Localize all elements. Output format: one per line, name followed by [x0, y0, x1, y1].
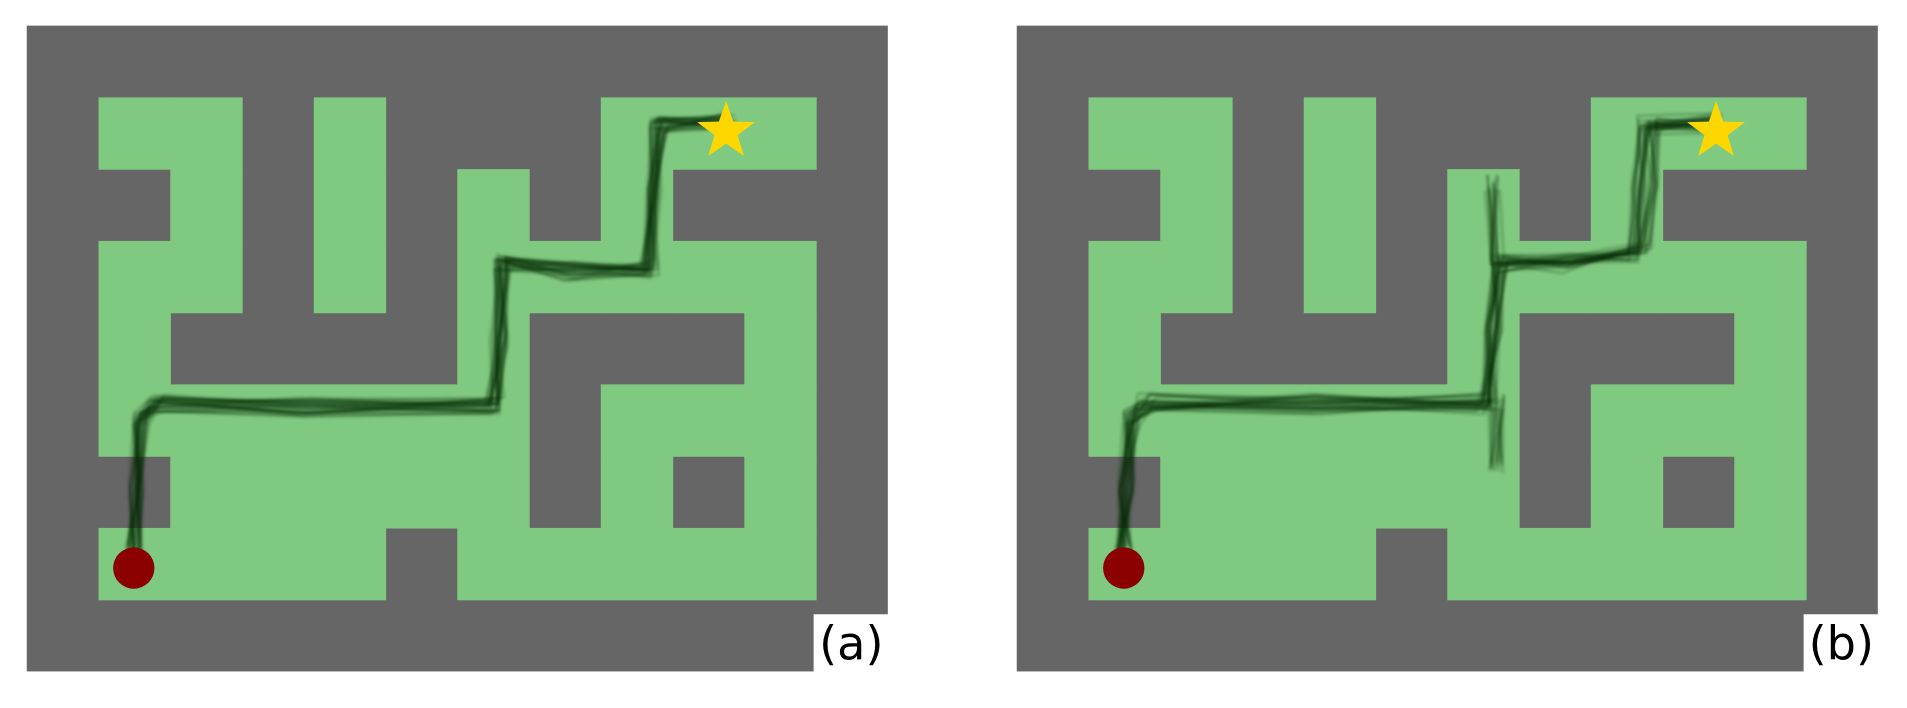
maze-floor	[529, 527, 602, 601]
trajectory	[1498, 406, 1504, 466]
maze-floor	[744, 527, 817, 601]
maze-floor	[242, 384, 315, 457]
maze-floor	[313, 527, 387, 601]
maze-floor	[1734, 384, 1807, 457]
maze-floor	[1662, 240, 1735, 314]
maze-floor	[744, 456, 817, 529]
maze-floor	[744, 384, 817, 457]
maze-floor	[313, 240, 387, 314]
maze-floor	[1160, 527, 1233, 601]
maze-floor	[1303, 240, 1377, 314]
goal-star	[697, 101, 756, 157]
maze-floor	[242, 456, 315, 529]
maze-floor	[1447, 527, 1520, 601]
trajectory	[1115, 116, 1719, 558]
maze-floor	[1734, 240, 1807, 314]
maze-floor	[1734, 312, 1807, 386]
trajectory	[1118, 121, 1714, 552]
maze-floor	[98, 97, 171, 170]
maze-floor	[170, 240, 243, 314]
maze-floor	[1160, 456, 1233, 529]
maze-floor	[1088, 240, 1161, 314]
maze-floor	[600, 527, 674, 601]
maze-floor	[1734, 527, 1807, 601]
maze-panel: (a)	[26, 25, 890, 673]
maze-floor	[1734, 456, 1807, 529]
maze-floor	[170, 97, 243, 170]
maze-floor	[744, 97, 817, 170]
maze-floor	[1662, 384, 1735, 457]
maze-floor	[170, 169, 243, 242]
maze-floor	[1519, 527, 1592, 601]
start-marker	[1103, 547, 1145, 589]
maze-floor	[457, 456, 530, 529]
maze-floor	[170, 527, 243, 601]
maze-floor	[600, 456, 674, 529]
maze-floor	[313, 456, 387, 529]
trajectory	[125, 125, 728, 556]
trajectories	[1114, 111, 1726, 562]
maze-floor	[170, 456, 243, 529]
maze-floor	[385, 456, 458, 529]
start-marker	[113, 547, 155, 589]
maze-floor	[457, 527, 530, 601]
maze-floor	[313, 384, 387, 457]
maze-floor	[600, 169, 674, 242]
maze-floor	[1303, 97, 1377, 170]
maze-floor	[1232, 527, 1305, 601]
maze-floor	[1734, 97, 1807, 170]
label-box	[813, 614, 890, 673]
goal-star	[1687, 101, 1746, 157]
maze-floor	[600, 384, 674, 457]
maze-floor	[1303, 456, 1377, 529]
trajectory	[1489, 395, 1494, 470]
maze-floor	[1303, 527, 1377, 601]
maze-floor	[1375, 456, 1448, 529]
maze-floor	[242, 527, 315, 601]
trajectories	[124, 111, 738, 562]
trajectory	[133, 116, 724, 558]
maze-floor	[744, 312, 817, 386]
label-box	[1803, 614, 1880, 673]
maze-floor	[1519, 240, 1592, 314]
maze-floor	[1160, 169, 1233, 242]
maze-floor	[98, 312, 171, 386]
maze-floor	[1590, 384, 1664, 457]
maze-floor	[1160, 97, 1233, 170]
maze-floor	[457, 169, 530, 242]
maze-floor	[1303, 169, 1377, 242]
trajectory	[1498, 189, 1506, 261]
maze-floor	[1447, 456, 1520, 529]
trajectory	[1491, 401, 1499, 471]
maze-floor	[1590, 527, 1664, 601]
maze-floor	[1232, 456, 1305, 529]
maze-floor	[313, 169, 387, 242]
maze-floor	[1160, 240, 1233, 314]
maze-floor	[98, 240, 171, 314]
maze-panel: (b)	[1016, 25, 1880, 673]
maze-floor	[1088, 312, 1161, 386]
maze-floor	[744, 240, 817, 314]
panel-label: (b)	[1809, 616, 1874, 670]
maze-floor	[1662, 527, 1735, 601]
maze-floor	[1590, 456, 1664, 529]
maze-floor	[313, 97, 387, 170]
maze-floor	[672, 384, 745, 457]
panel-label: (a)	[819, 616, 883, 670]
maze-floor	[385, 384, 458, 457]
maze-floor	[1088, 97, 1161, 170]
maze-floor	[672, 240, 745, 314]
maze-floor	[1447, 169, 1520, 242]
trajectory	[131, 115, 735, 562]
maze-floor	[672, 527, 745, 601]
trajectory	[1487, 188, 1493, 265]
maze-floor	[1447, 240, 1520, 314]
